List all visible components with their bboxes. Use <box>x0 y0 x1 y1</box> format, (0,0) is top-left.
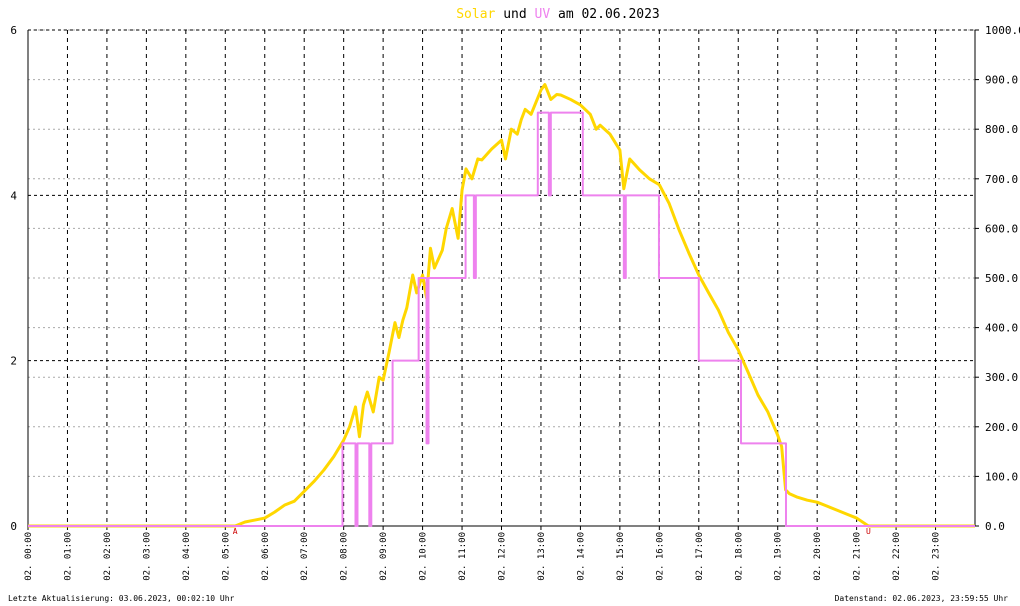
y2-tick-label: 700.0 <box>985 173 1018 186</box>
y-tick-label: 0 <box>10 520 17 533</box>
x-tick-label: 02. 05:00 <box>221 532 231 581</box>
x-tick-label: 02. 14:00 <box>576 532 586 581</box>
y-tick-label: 2 <box>10 355 17 368</box>
x-tick-label: 02. 16:00 <box>655 532 665 581</box>
x-tick-label: 02. 02:00 <box>103 532 113 581</box>
x-tick-label: 02. 03:00 <box>142 532 152 581</box>
footer-right: Datenstand: 02.06.2023, 23:59:55 Uhr <box>835 594 1009 603</box>
y2-tick-label: 100.0 <box>985 470 1018 483</box>
chart-title: Solar und UV am 02.06.2023 <box>456 7 660 22</box>
x-tick-label: 02. 18:00 <box>734 532 744 581</box>
series-line <box>28 111 975 527</box>
y2-tick-label: 900.0 <box>985 74 1018 87</box>
title-solar: Solar <box>456 7 495 22</box>
x-tick-label: 02. 10:00 <box>419 532 429 581</box>
x-tick-label: 02. 09:00 <box>379 532 389 581</box>
annotation: A <box>233 527 238 536</box>
annotation: U <box>866 527 871 536</box>
x-tick-label: 02. 08:00 <box>340 532 350 581</box>
title-uv: UV <box>535 7 551 22</box>
x-tick-label: 02. 15:00 <box>616 532 626 581</box>
x-tick-label: 02. 11:00 <box>458 532 468 581</box>
y2-tick-label: 0.0 <box>985 520 1005 533</box>
title-und: und <box>503 7 526 22</box>
x-tick-label: 02. 06:00 <box>261 532 271 581</box>
y2-tick-label: 200.0 <box>985 421 1018 434</box>
x-tick-label: 02. 21:00 <box>853 532 863 581</box>
y-tick-label: 4 <box>10 189 17 202</box>
x-tick-label: 02. 04:00 <box>182 532 192 581</box>
y2-tick-label: 600.0 <box>985 222 1018 235</box>
y2-tick-label: 800.0 <box>985 123 1018 136</box>
x-tick-label: 02. 17:00 <box>695 532 705 581</box>
title-date: am 02.06.2023 <box>558 7 660 22</box>
x-tick-label: 02. 01:00 <box>63 532 73 581</box>
x-tick-label: 02. 00:00 <box>24 532 34 581</box>
x-tick-label: 02. 23:00 <box>932 532 942 581</box>
y2-tick-label: 500.0 <box>985 272 1018 285</box>
x-tick-label: 02. 13:00 <box>537 532 547 581</box>
series-line <box>28 83 975 528</box>
x-tick-label: 02. 12:00 <box>498 532 508 581</box>
x-tick-label: 02. 07:00 <box>300 532 310 581</box>
x-tick-label: 02. 20:00 <box>813 532 823 581</box>
y-tick-label: 6 <box>10 24 17 37</box>
x-tick-label: 02. 19:00 <box>774 532 784 581</box>
y2-tick-label: 300.0 <box>985 371 1018 384</box>
y2-tick-label: 1000.0 <box>985 24 1020 37</box>
y2-tick-label: 400.0 <box>985 322 1018 335</box>
footer-left: Letzte Aktualisierung: 03.06.2023, 00:02… <box>8 594 235 603</box>
x-tick-label: 02. 22:00 <box>892 532 902 581</box>
